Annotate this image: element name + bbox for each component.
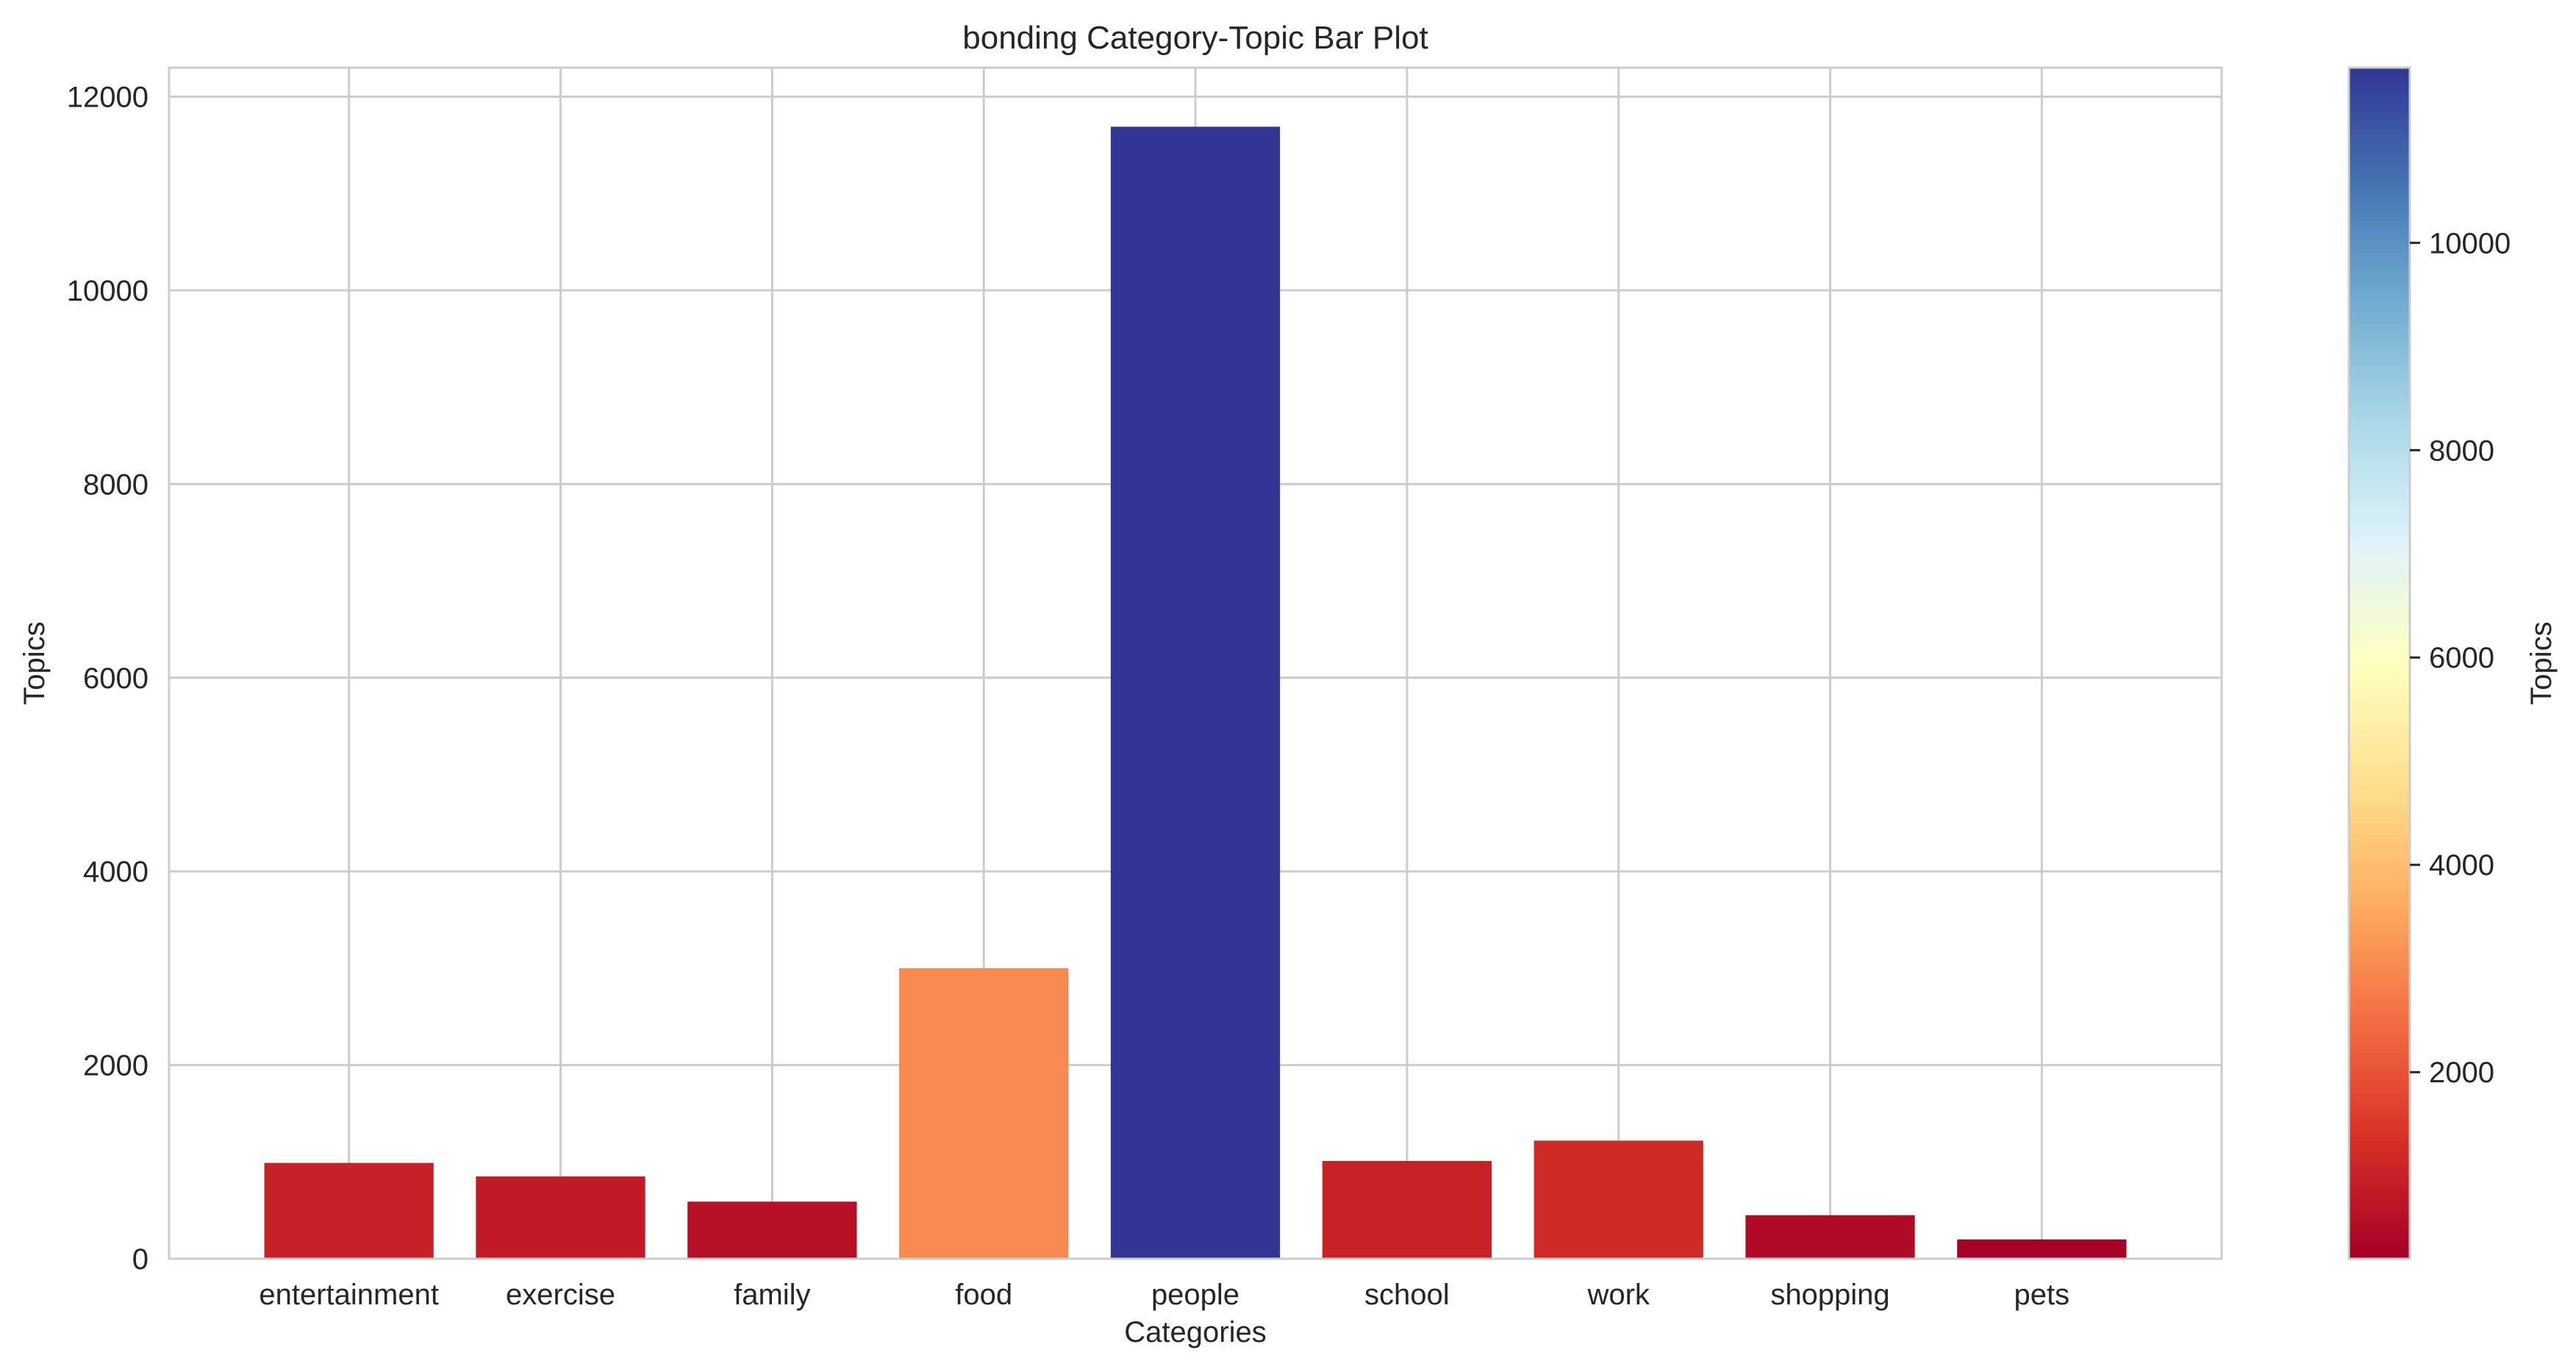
x-tick-label: school: [1364, 1279, 1450, 1311]
bar-pets: [1957, 1239, 2127, 1259]
bar-exercise: [476, 1176, 645, 1259]
bar-food: [899, 968, 1069, 1259]
y-tick-label: 4000: [83, 856, 149, 888]
colorbar-label: Topics: [2525, 621, 2558, 704]
colorbar-tick-label: 2000: [2429, 1057, 2494, 1089]
colorbar-ticks: 2000 4000 6000 8000 10000: [2410, 227, 2511, 1089]
plot-frame: [168, 66, 2223, 1260]
x-tick-label: food: [955, 1279, 1012, 1311]
y-tick-labels: 0 2000 4000 6000 8000 10000 12000: [67, 82, 149, 1276]
y-tick-label: 0: [132, 1243, 149, 1276]
x-tick-labels: entertainment exercise family food people sch…: [259, 1279, 2069, 1311]
bar-people: [1110, 126, 1281, 1260]
x-tick-label: work: [1586, 1279, 1650, 1311]
x-tick-label: shopping: [1770, 1279, 1889, 1311]
colorbar-tick-label: 6000: [2429, 642, 2494, 674]
bar-shopping: [1745, 1215, 1915, 1259]
colorbar-tick-label: 4000: [2429, 849, 2494, 882]
chart-title: bonding Category-Topic Bar Plot: [962, 20, 1428, 56]
y-tick-label: 8000: [83, 468, 149, 501]
y-tick-label: 12000: [67, 82, 149, 114]
bars: [264, 126, 2127, 1260]
x-tick-label: family: [734, 1279, 810, 1311]
y-tick-label: 10000: [67, 275, 149, 307]
x-tick-label: pets: [2014, 1279, 2070, 1311]
y-axis-label: Topics: [18, 621, 51, 704]
bar-entertainment: [264, 1162, 434, 1259]
y-tick-label: 2000: [83, 1050, 149, 1082]
x-axis-label: Categories: [1124, 1316, 1266, 1348]
y-tick-label: 6000: [83, 662, 149, 695]
x-tick-label: exercise: [506, 1279, 615, 1311]
bar-family: [687, 1201, 857, 1259]
colorbar-gradient: [2347, 66, 2411, 1260]
bar-work: [1534, 1140, 1703, 1259]
x-tick-label: entertainment: [259, 1279, 439, 1311]
bar-school: [1322, 1160, 1492, 1259]
colorbar: 2000 4000 6000 8000 10000 Topics: [2347, 66, 2558, 1260]
colorbar-tick-label: 8000: [2429, 435, 2494, 467]
colorbar-tick-label: 10000: [2429, 227, 2511, 260]
x-tick-label: people: [1151, 1279, 1239, 1311]
